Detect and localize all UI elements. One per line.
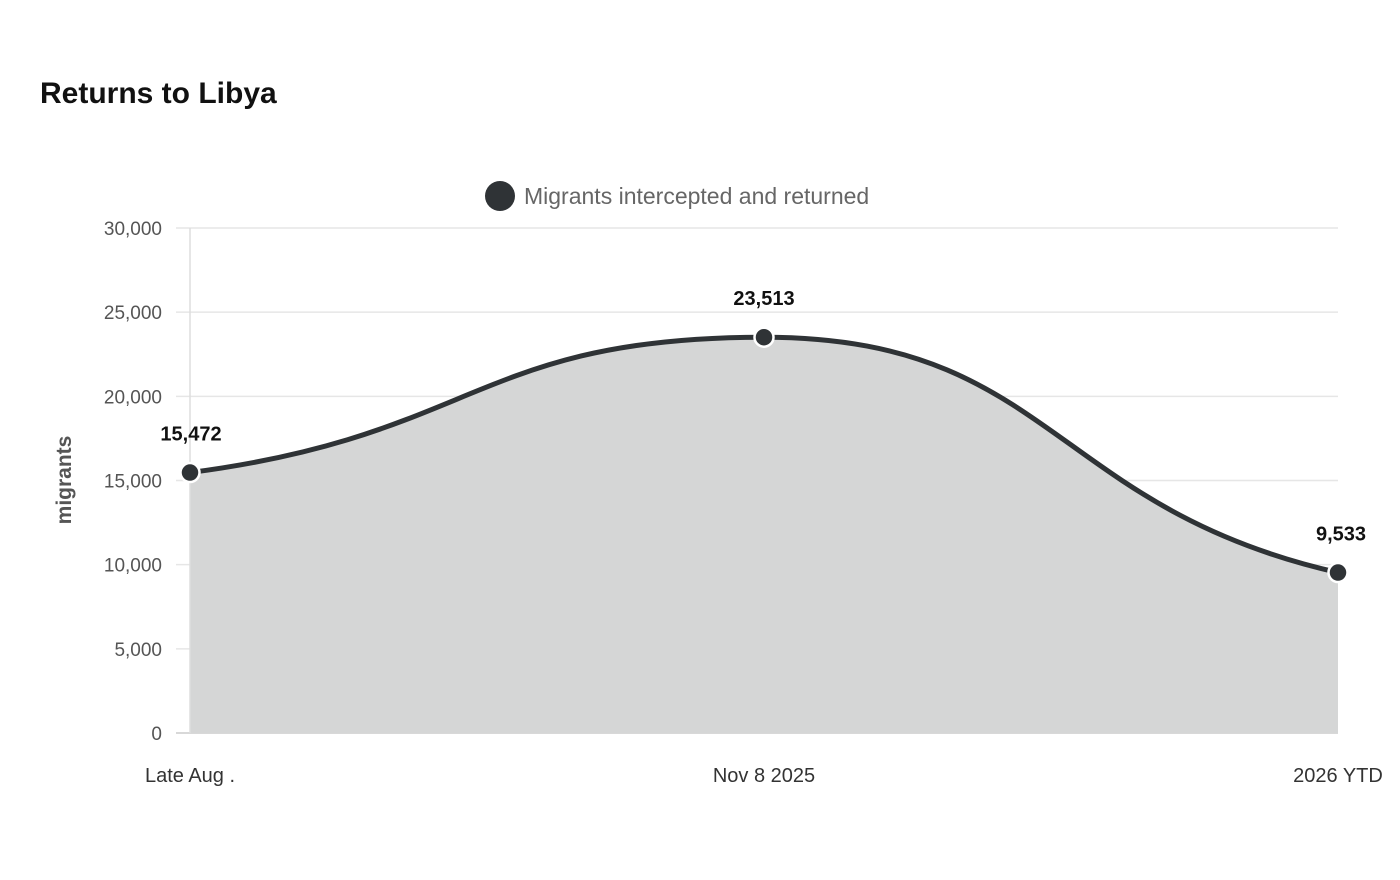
legend: Migrants intercepted and returned (485, 181, 869, 211)
y-tick-label: 20,000 (104, 387, 162, 408)
y-axis-label: migrants (53, 436, 76, 525)
y-tick-label: 30,000 (104, 219, 162, 240)
x-tick-label: Late Aug . (145, 765, 235, 787)
data-points: 15,472 23,513 9,533 (160, 288, 1366, 584)
chart-title: Returns to Libya (40, 77, 277, 110)
data-point[interactable] (179, 461, 201, 484)
y-tick-label: 25,000 (104, 303, 162, 324)
y-tick-label: 10,000 (104, 556, 162, 577)
data-label: 9,533 (1316, 524, 1366, 546)
legend-marker[interactable] (485, 181, 515, 211)
y-tick-label: 0 (151, 724, 162, 745)
x-tick-label: 2026 YTD (1293, 765, 1383, 787)
y-tick-label: 15,000 (104, 472, 162, 493)
data-point[interactable] (753, 326, 775, 348)
y-tick-label: 5,000 (114, 640, 162, 661)
axes: 0 5,000 10,000 15,000 20,000 25,000 30,000 Late… (104, 219, 1383, 787)
legend-label[interactable]: Migrants intercepted and returned (524, 183, 869, 209)
area-fill (190, 337, 1338, 733)
data-label: 23,513 (733, 288, 794, 310)
data-point[interactable] (1327, 561, 1349, 584)
x-tick-label: Nov 8 2025 (713, 765, 815, 787)
data-label: 15,472 (160, 424, 221, 446)
